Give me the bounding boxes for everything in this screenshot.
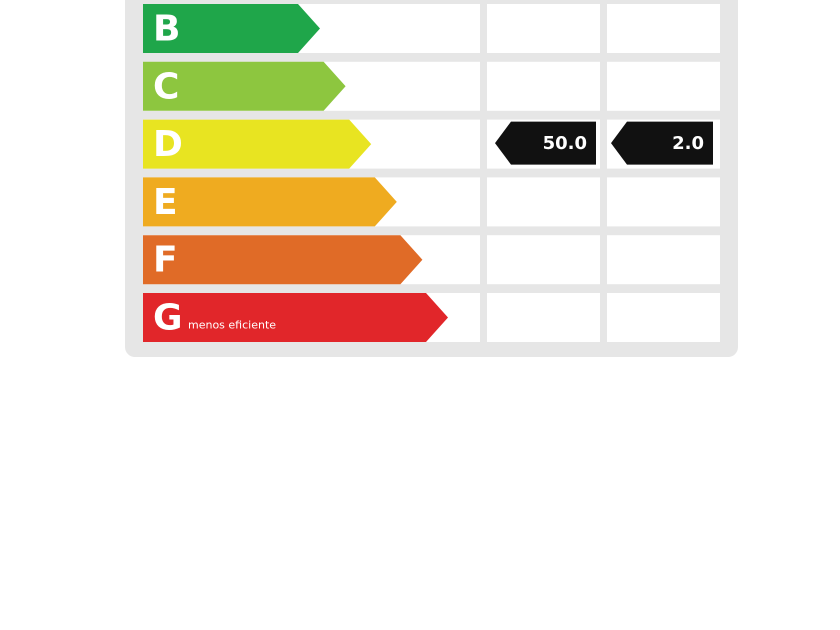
rating-note: menos eficiente [188, 319, 276, 332]
cell [487, 4, 600, 53]
cell [487, 177, 600, 227]
rating-arrow [143, 293, 448, 342]
cell [607, 177, 720, 227]
value-tag [611, 121, 713, 165]
cell [607, 293, 720, 342]
cell [607, 4, 720, 53]
cell [487, 235, 600, 285]
rating-arrow [143, 119, 372, 169]
rating-arrow [143, 177, 397, 227]
rating-letter: E [153, 182, 178, 223]
value-text: 2.0 [672, 133, 704, 154]
rating-arrow [143, 61, 346, 111]
rating-letter: C [153, 66, 179, 107]
value-text: 50.0 [543, 133, 587, 154]
cell [487, 293, 600, 342]
value-tag [495, 121, 596, 165]
rating-letter: F [153, 240, 178, 281]
rating-arrow [143, 4, 320, 53]
rating-arrow [143, 235, 423, 285]
cell [487, 61, 600, 111]
rating-letter: D [153, 124, 183, 165]
cell [607, 61, 720, 111]
cell [607, 235, 720, 285]
rating-letter: B [153, 9, 180, 50]
rating-letter: G [153, 298, 183, 339]
